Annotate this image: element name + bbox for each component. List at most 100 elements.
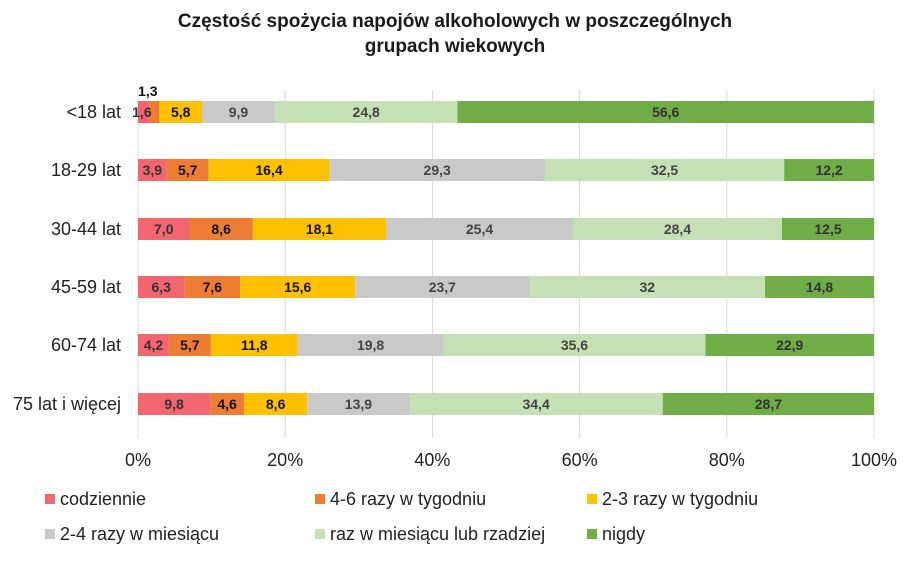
bar-segment [149, 101, 160, 123]
bar-segment [409, 393, 663, 415]
x-tick-label: 40% [414, 450, 450, 470]
data-label: 1,6 [132, 104, 152, 120]
data-label: 14,8 [806, 279, 833, 295]
bar-segment [545, 159, 785, 181]
bar-segment [457, 101, 874, 123]
bar-segment [572, 218, 782, 240]
bar-segment [208, 159, 330, 181]
legend-label: 4-6 razy w tygodniu [330, 489, 486, 509]
bar-segment [166, 159, 209, 181]
data-label: 9,8 [164, 396, 184, 412]
bar-segment [210, 334, 298, 356]
legend-label: 2-4 razy w miesiącu [60, 524, 219, 544]
bar-segment [784, 159, 874, 181]
x-tick-label: 60% [562, 450, 598, 470]
bar-segment [138, 334, 169, 356]
chart-title-line-2: grupach wiekowych [365, 36, 546, 57]
category-axis: <18 lat 18-29 lat 30-44 lat 45-59 lat 60-74 … [13, 102, 121, 414]
bar-segment [138, 393, 211, 415]
data-label: 56,6 [652, 104, 679, 120]
data-label: 7,6 [203, 279, 223, 295]
bar-segment [184, 276, 241, 298]
category-label: <18 lat [66, 102, 121, 122]
data-label: 6,3 [151, 279, 171, 295]
data-label: 34,4 [523, 396, 550, 412]
category-label: 30-44 lat [51, 219, 121, 239]
bar-segment [529, 276, 766, 298]
data-label: 28,4 [664, 221, 691, 237]
category-label: 18-29 lat [51, 160, 121, 180]
bar-segment [168, 334, 211, 356]
category-label: 45-59 lat [51, 277, 121, 297]
data-label: 15,6 [284, 279, 311, 295]
category-label: 60-74 lat [51, 335, 121, 355]
bar-segment [138, 218, 190, 240]
data-label: 19,8 [357, 337, 384, 353]
data-label: 29,3 [424, 162, 451, 178]
data-label: 35,6 [561, 337, 588, 353]
legend: codziennie 4-6 razy w tygodniu 2-3 razy w … [45, 489, 758, 544]
data-label: 32,5 [651, 162, 678, 178]
legend-swatch [587, 529, 597, 539]
data-label: 8,6 [266, 396, 286, 412]
data-label: 16,4 [255, 162, 282, 178]
bar-segment [329, 159, 546, 181]
legend-swatch [315, 529, 325, 539]
data-label: 7,0 [154, 221, 174, 237]
bar-segment [243, 393, 308, 415]
legend-label: 2-3 razy w tygodniu [602, 489, 758, 509]
x-tick-label: 80% [709, 450, 745, 470]
legend-label: nigdy [602, 524, 645, 544]
data-label: 23,7 [429, 279, 456, 295]
data-label: 12,2 [815, 162, 842, 178]
data-label: 12,5 [814, 221, 841, 237]
bar-segment [138, 101, 150, 123]
legend-swatch [587, 494, 597, 504]
bar-segment [159, 101, 203, 123]
data-label: 24,8 [353, 104, 380, 120]
bar-segment [240, 276, 356, 298]
data-label: 5,8 [171, 104, 191, 120]
bars [138, 101, 874, 415]
data-labels: 1,6 1,3 5,8 9,9 24,8 56,6 3,9 5,7 16,4 29,3 32,5 12… [132, 83, 843, 412]
chart-title-line-1: Częstość spożycia napojów alkoholowych w… [178, 11, 732, 32]
data-label: 8,6 [211, 221, 231, 237]
legend-swatch [315, 494, 325, 504]
data-label: 13,9 [345, 396, 372, 412]
bar-segment [297, 334, 444, 356]
data-label: 3,9 [143, 162, 163, 178]
category-label: 75 lat i więcej [13, 394, 121, 414]
data-label: 18,1 [306, 221, 333, 237]
data-label: 4,6 [217, 396, 237, 412]
legend-swatch [45, 494, 55, 504]
bar-segment [138, 159, 167, 181]
x-tick-label: 20% [267, 450, 303, 470]
bar-segment [386, 218, 573, 240]
legend-label: raz w miesiącu lub rzadziej [330, 524, 545, 544]
bar-segment [307, 393, 410, 415]
bar-segment [189, 218, 253, 240]
data-label: 32 [640, 279, 656, 295]
data-label: 9,9 [229, 104, 249, 120]
bar-segment [138, 276, 185, 298]
chart-title: Częstość spożycia napojów alkoholowych w… [178, 11, 732, 57]
bar-segment [705, 334, 874, 356]
gridlines [137, 90, 875, 438]
bar-segment [355, 276, 530, 298]
data-label: 1,3 [138, 83, 158, 99]
legend-label: codziennie [60, 489, 146, 509]
data-label: 4,2 [144, 337, 164, 353]
bar-segment [443, 334, 706, 356]
bar-segment [210, 393, 244, 415]
bar-segment [782, 218, 874, 240]
x-tick-label: 0% [125, 450, 151, 470]
bar-segment [202, 101, 275, 123]
bar-segment [274, 101, 458, 123]
bar-segment [662, 393, 874, 415]
x-tick-label: 100% [851, 450, 897, 470]
value-axis: 0% 20% 40% 60% 80% 100% [125, 450, 897, 470]
data-label: 28,7 [755, 396, 782, 412]
data-label: 5,7 [178, 162, 198, 178]
data-label: 11,8 [241, 337, 268, 353]
